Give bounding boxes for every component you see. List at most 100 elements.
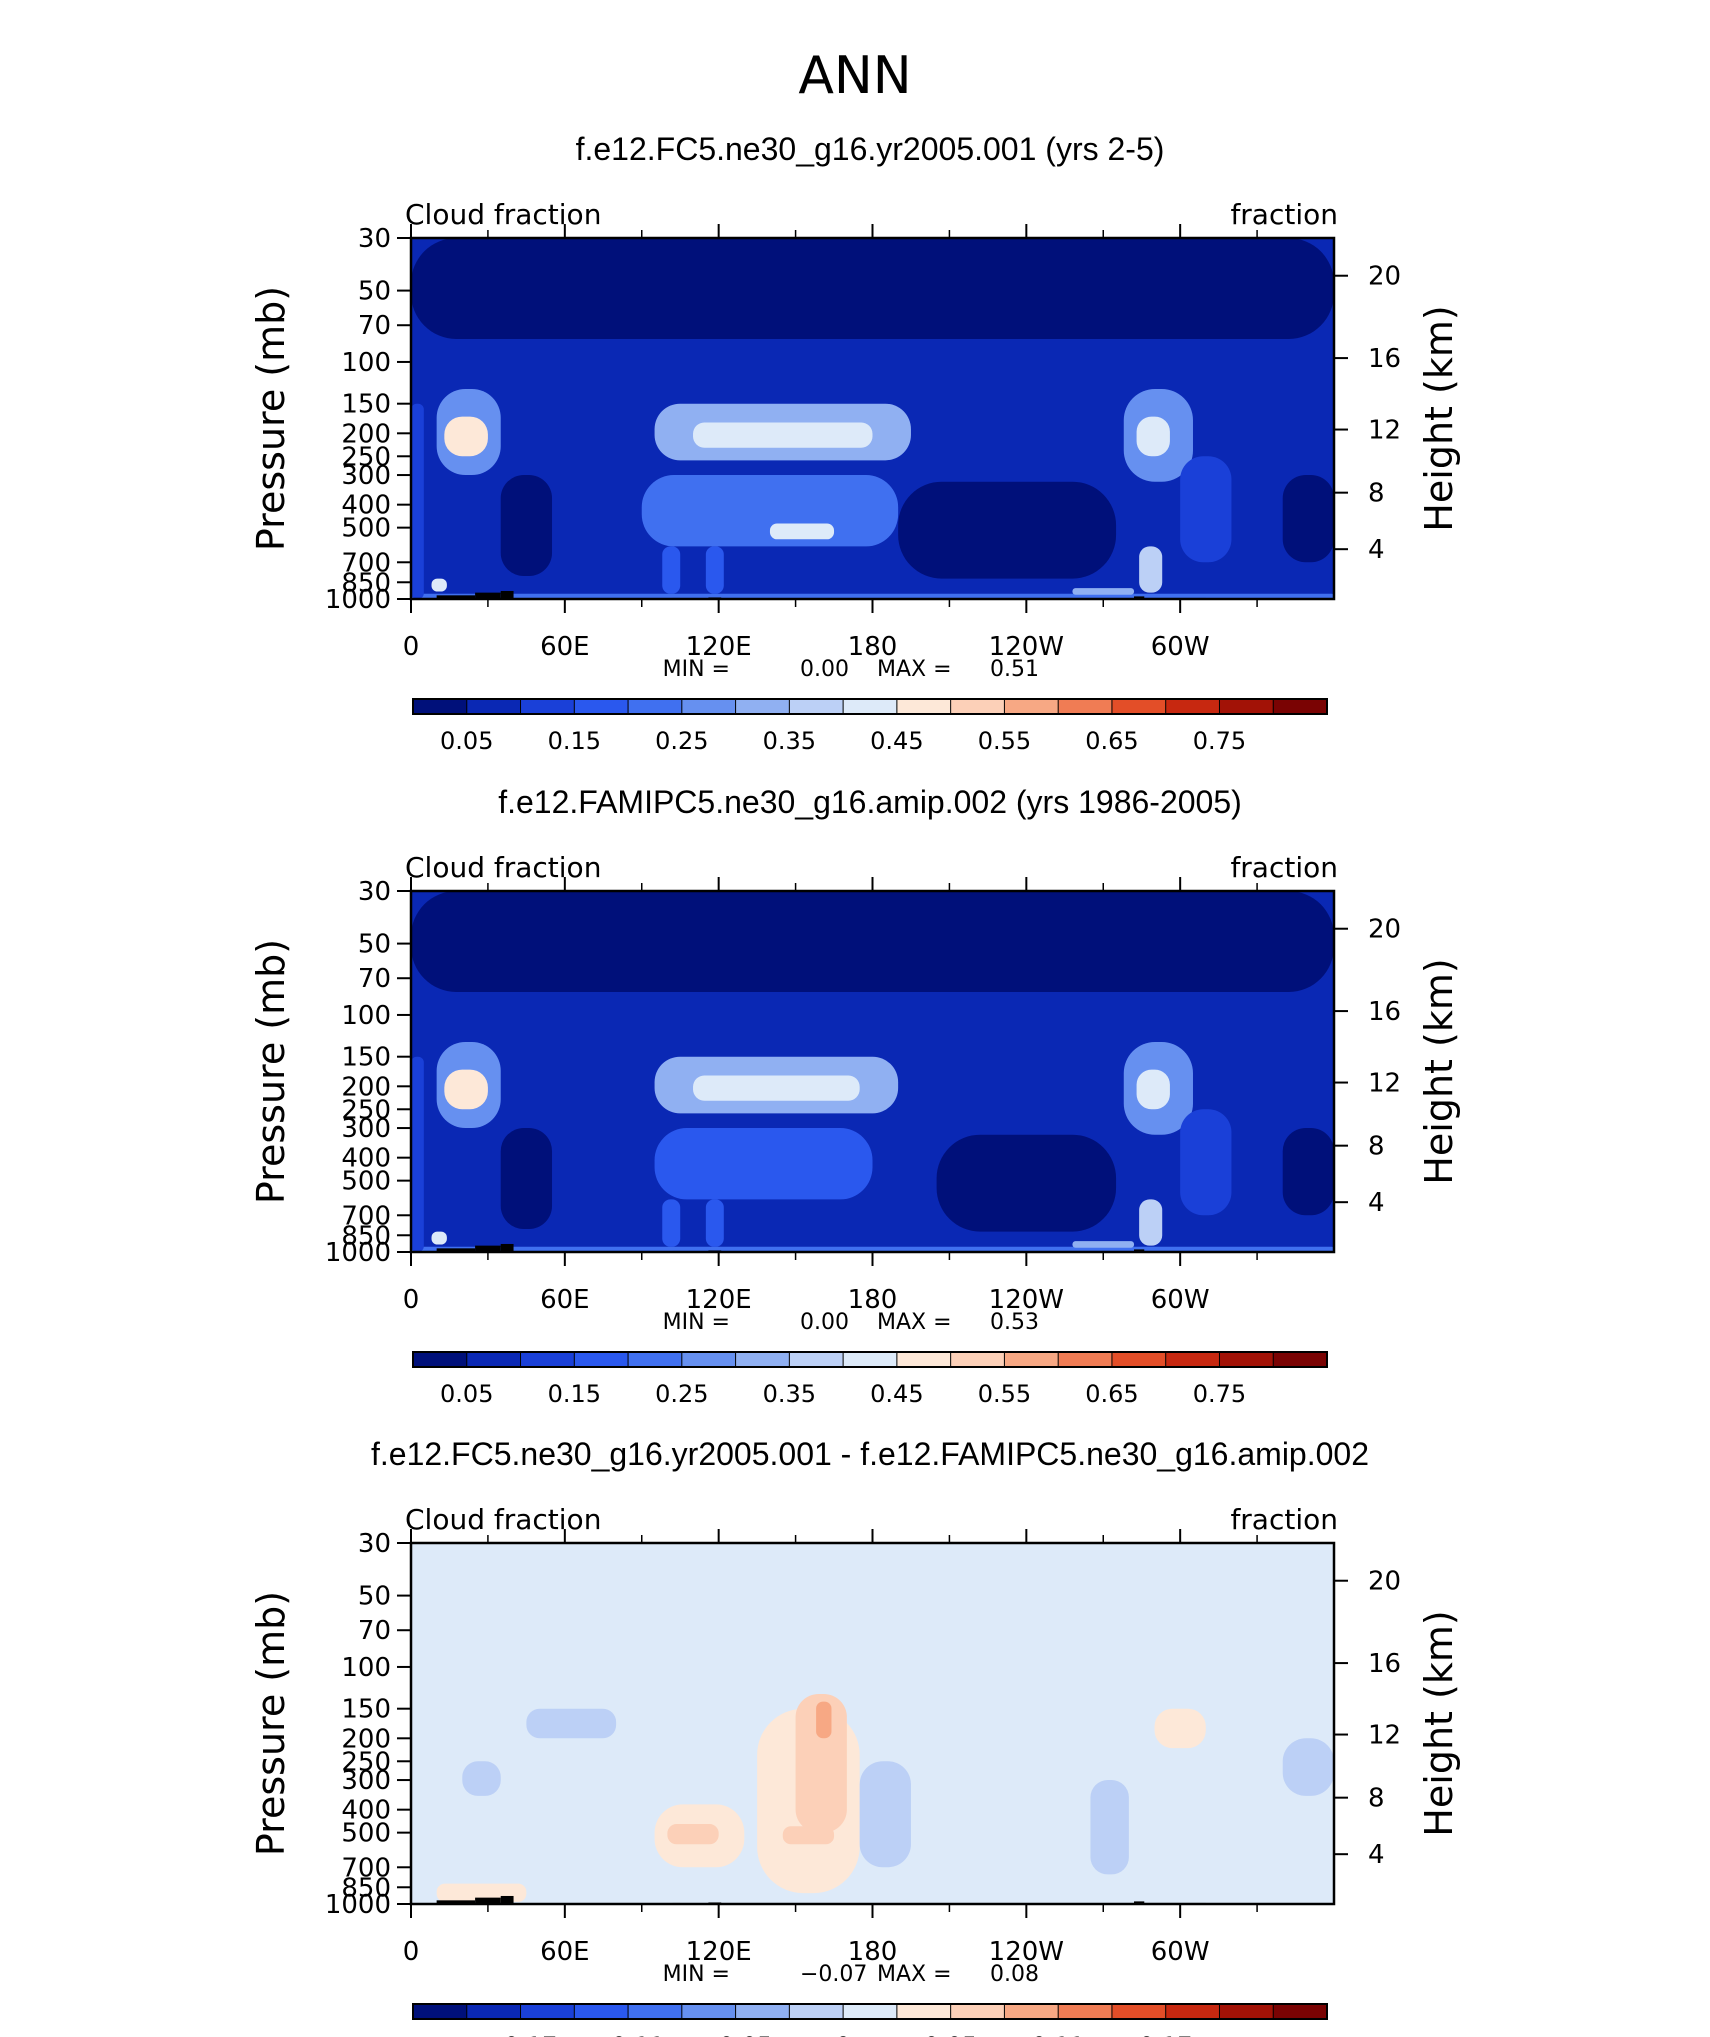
y-tick-label: 400 [341, 491, 391, 521]
colorbar-box [627, 1351, 683, 1368]
colorbar-box [681, 698, 737, 715]
height-tick-label: 16 [1368, 997, 1401, 1027]
y-tick-label: 400 [341, 1796, 391, 1826]
x-tick-label: 180 [848, 1285, 898, 1315]
x-tick-label: 60W [1151, 632, 1210, 662]
y-tick-label: 100 [341, 1653, 391, 1683]
colorbar-box [735, 1351, 791, 1368]
contour-region [795, 1693, 847, 1833]
contour-region [641, 475, 899, 547]
colorbar-box [1165, 1351, 1221, 1368]
colorbar-label: 0.25 [655, 1380, 708, 1408]
colorbar-box [412, 2003, 468, 2020]
height-tick-label: 12 [1368, 1721, 1401, 1751]
colorbar-label: 0.55 [978, 1380, 1031, 1408]
colorbar-box [573, 698, 630, 715]
height-tick-label: 4 [1368, 535, 1385, 565]
y-tick-label: 150 [341, 1695, 391, 1725]
y-tick-label: 850 [341, 568, 391, 598]
height-tick-label: 12 [1368, 1069, 1401, 1099]
left-string: Cloud fraction [405, 198, 601, 231]
contour-field [411, 1543, 1334, 1904]
contour-region [662, 546, 681, 594]
colorbar-label: 0.65 [1085, 727, 1138, 755]
contour-region [1090, 1780, 1129, 1875]
y-axis-right-label: Height (km) [1417, 305, 1461, 531]
panels: f.e12.FC5.ne30_g16.yr2005.001 (yrs 2-5) C… [249, 131, 1461, 2037]
y-tick-label: 1000 [325, 1890, 391, 1920]
contour-region [431, 578, 447, 592]
y-tick-label: 700 [341, 1201, 391, 1231]
y-tick-label: 1000 [325, 585, 391, 615]
contour-region [431, 1231, 447, 1245]
colorbar-box [950, 2003, 1006, 2020]
stat-min-value: 0.00 [800, 657, 849, 682]
colorbar-label: 0.15 [548, 727, 601, 755]
colorbar-box [1272, 1351, 1329, 1368]
colorbar-box [1003, 1351, 1060, 1368]
y-axis-label: Pressure (mb) [249, 286, 293, 551]
colorbar-label: 0.17 [1139, 2032, 1192, 2037]
colorbar-box [412, 698, 468, 715]
stat-min-value: 0.00 [800, 1310, 849, 1335]
contour-region [936, 1134, 1117, 1232]
terrain-mask [436, 1900, 476, 1904]
y-tick-label: 50 [358, 1582, 391, 1612]
stat-max-label: MAX = [877, 1962, 952, 1987]
y-tick-label: 70 [358, 311, 391, 341]
chart-panel-3: f.e12.FC5.ne30_g16.yr2005.001 - f.e12.FA… [249, 1436, 1461, 2037]
y-tick-label: 70 [358, 1616, 391, 1646]
contour-region [500, 1128, 553, 1230]
contour-region [693, 422, 873, 448]
stat-min-value: −0.07 [800, 1962, 867, 1987]
stat-max-value: 0.51 [990, 657, 1039, 682]
y-tick-label: 1000 [325, 1238, 391, 1268]
chart-panel-2: f.e12.FAMIPC5.ne30_g16.amip.002 (yrs 198… [249, 784, 1461, 1408]
chart-panel-1: f.e12.FC5.ne30_g16.yr2005.001 (yrs 2-5) C… [249, 131, 1461, 755]
colorbar-box [520, 698, 576, 715]
contour-region [1141, 1701, 1206, 1899]
x-tick-label: 120W [989, 1285, 1064, 1315]
contour-region [1136, 416, 1170, 457]
stat-max-value: 0.53 [990, 1310, 1039, 1335]
colorbar-label: 0.05 [440, 1380, 493, 1408]
x-tick-label: 60E [540, 1937, 590, 1967]
terrain-mask [1134, 596, 1145, 599]
x-tick-label: 60E [540, 1285, 590, 1315]
contour-region [1136, 1069, 1170, 1110]
contour-region [667, 1824, 719, 1845]
contour-region [693, 1075, 860, 1101]
contour-region [411, 403, 424, 599]
colorbar-box [1057, 698, 1113, 715]
colorbar-label: −0.05 [699, 2032, 773, 2037]
x-tick-label: 120E [686, 1285, 752, 1315]
colorbar-label: −0.11 [591, 2032, 665, 2037]
colorbar-box [466, 1351, 522, 1368]
colorbar-box [466, 698, 522, 715]
y-tick-label: 300 [341, 1766, 391, 1796]
contour-region [411, 1543, 1334, 1644]
y-tick-label: 30 [358, 224, 391, 254]
y-axis-right-label: Height (km) [1417, 1610, 1461, 1836]
x-tick-label: 0 [403, 1285, 420, 1315]
contour-region [662, 1199, 681, 1247]
terrain-mask [500, 1895, 514, 1904]
colorbar-box [1272, 698, 1329, 715]
colorbar-box [573, 1351, 630, 1368]
colorbar-box [1165, 698, 1221, 715]
y-axis-right-label: Height (km) [1417, 958, 1461, 1184]
colorbar-label: 0.35 [763, 727, 816, 755]
colorbar-box [735, 698, 791, 715]
colorbar-box [1057, 2003, 1113, 2020]
height-tick-label: 16 [1368, 1649, 1401, 1679]
left-string: Cloud fraction [405, 1503, 601, 1536]
height-tick-label: 16 [1368, 344, 1401, 374]
contour-region [411, 238, 1334, 339]
terrain-mask [1134, 1901, 1145, 1904]
y-tick-label: 300 [341, 461, 391, 491]
contour-region [705, 1199, 724, 1247]
colorbar-label: 0.05 [924, 2032, 977, 2037]
colorbar-box [1272, 2003, 1329, 2020]
stat-max-label: MAX = [877, 657, 952, 682]
